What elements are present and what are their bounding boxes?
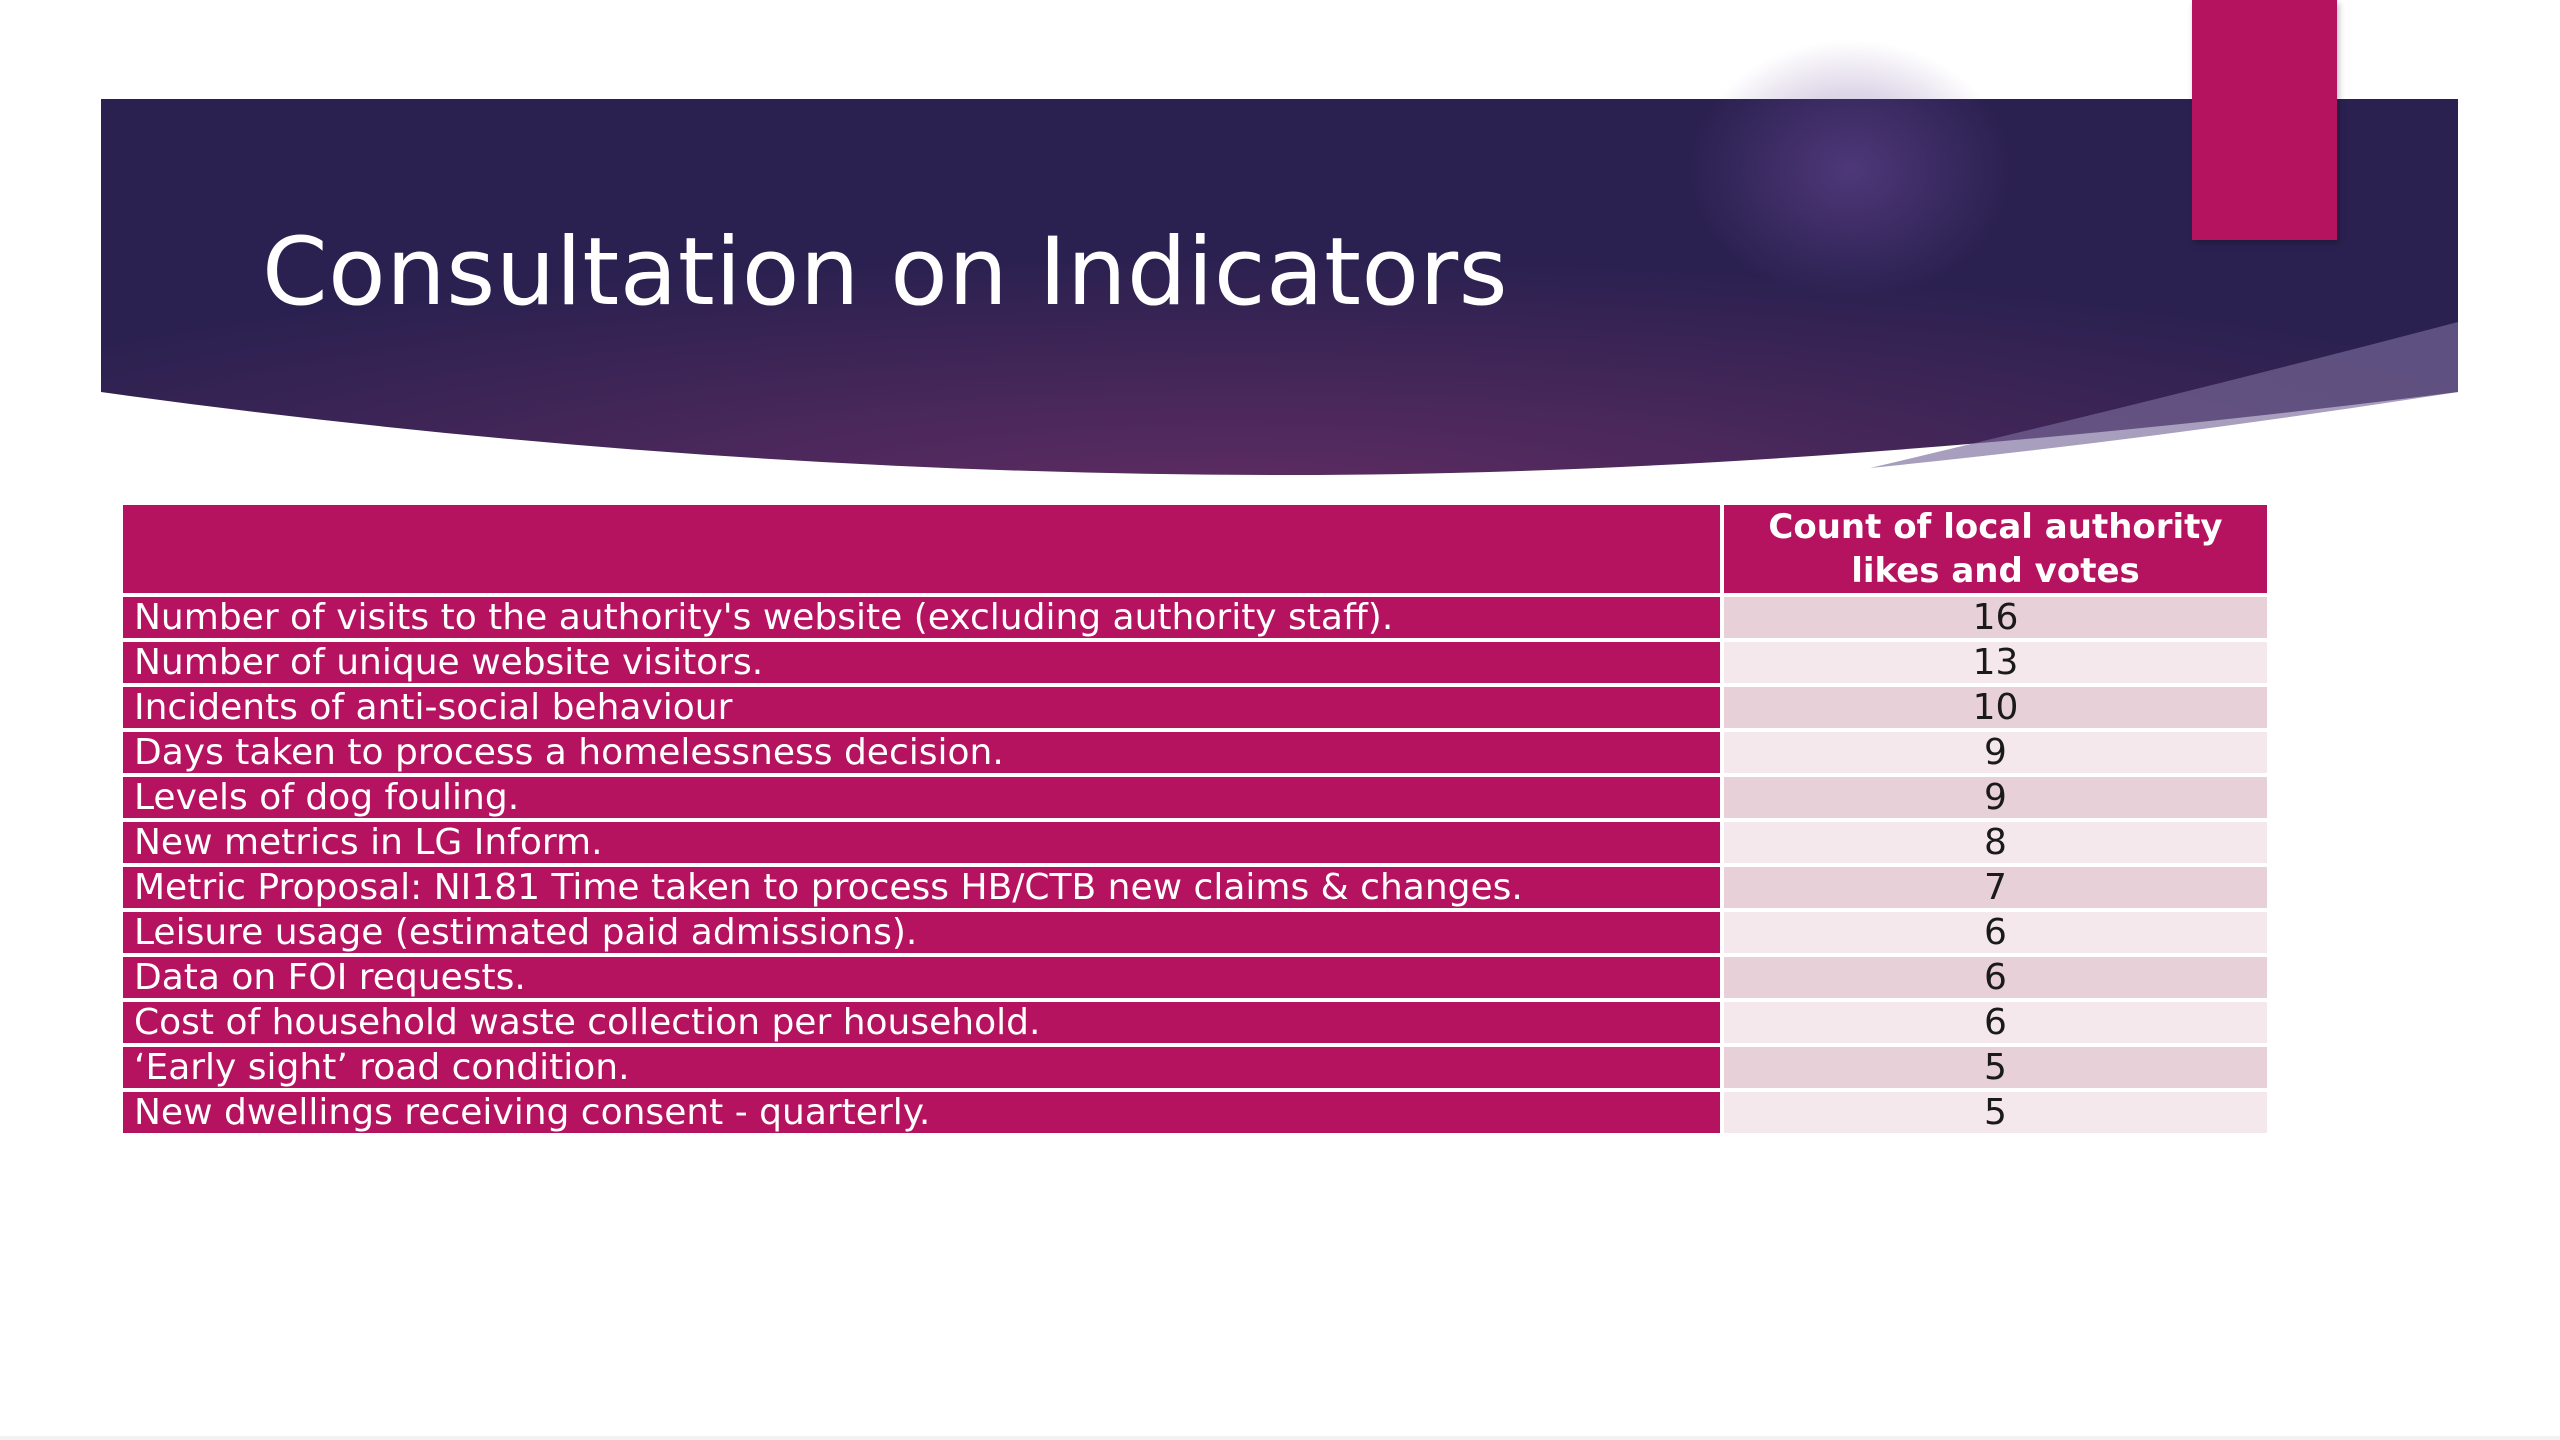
- slide-title: Consultation on Indicators: [262, 218, 1509, 327]
- table-body: Number of visits to the authority's webs…: [123, 597, 2267, 1133]
- table-row: Number of unique website visitors. 13: [123, 642, 2267, 683]
- indicator-label: Data on FOI requests.: [123, 957, 1720, 998]
- indicator-label: Cost of household waste collection per h…: [123, 1002, 1720, 1043]
- indicator-label: Leisure usage (estimated paid admissions…: [123, 912, 1720, 953]
- vote-count: 16: [1724, 597, 2267, 638]
- indicator-label: New dwellings receiving consent - quarte…: [123, 1092, 1720, 1133]
- table-row: Levels of dog fouling. 9: [123, 777, 2267, 818]
- vote-count: 8: [1724, 822, 2267, 863]
- accent-tab: [2192, 0, 2337, 240]
- table-row: ‘Early sight’ road condition. 5: [123, 1047, 2267, 1088]
- vote-count: 6: [1724, 912, 2267, 953]
- vote-count: 5: [1724, 1092, 2267, 1133]
- header-count-cell: Count of local authority likes and votes: [1724, 505, 2267, 593]
- indicator-label: Number of visits to the authority's webs…: [123, 597, 1720, 638]
- table-row: New dwellings receiving consent - quarte…: [123, 1092, 2267, 1133]
- indicator-label: Levels of dog fouling.: [123, 777, 1720, 818]
- vote-count: 9: [1724, 732, 2267, 773]
- table-row: New metrics in LG Inform. 8: [123, 822, 2267, 863]
- vote-count: 6: [1724, 1002, 2267, 1043]
- table-row: Metric Proposal: NI181 Time taken to pro…: [123, 867, 2267, 908]
- indicator-label: Incidents of anti-social behaviour: [123, 687, 1720, 728]
- indicators-table: Count of local authority likes and votes…: [119, 501, 2271, 1137]
- vote-count: 13: [1724, 642, 2267, 683]
- table-row: Number of visits to the authority's webs…: [123, 597, 2267, 638]
- vote-count: 9: [1724, 777, 2267, 818]
- indicator-label: Metric Proposal: NI181 Time taken to pro…: [123, 867, 1720, 908]
- indicator-label: New metrics in LG Inform.: [123, 822, 1720, 863]
- header-label-cell: [123, 505, 1720, 593]
- vote-count: 5: [1724, 1047, 2267, 1088]
- title-banner: [101, 40, 2458, 475]
- indicator-label: Number of unique website visitors.: [123, 642, 1720, 683]
- slide-bottom-edge: [0, 1436, 2560, 1440]
- table-row: Data on FOI requests. 6: [123, 957, 2267, 998]
- indicator-label: ‘Early sight’ road condition.: [123, 1047, 1720, 1088]
- table-row: Incidents of anti-social behaviour 10: [123, 687, 2267, 728]
- indicator-label: Days taken to process a homelessness dec…: [123, 732, 1720, 773]
- table-row: Leisure usage (estimated paid admissions…: [123, 912, 2267, 953]
- banner-swoosh: [1870, 322, 2458, 468]
- table-header-row: Count of local authority likes and votes: [123, 505, 2267, 593]
- vote-count: 10: [1724, 687, 2267, 728]
- table-row: Days taken to process a homelessness dec…: [123, 732, 2267, 773]
- banner-glow: [1690, 40, 2010, 300]
- table-row: Cost of household waste collection per h…: [123, 1002, 2267, 1043]
- vote-count: 7: [1724, 867, 2267, 908]
- vote-count: 6: [1724, 957, 2267, 998]
